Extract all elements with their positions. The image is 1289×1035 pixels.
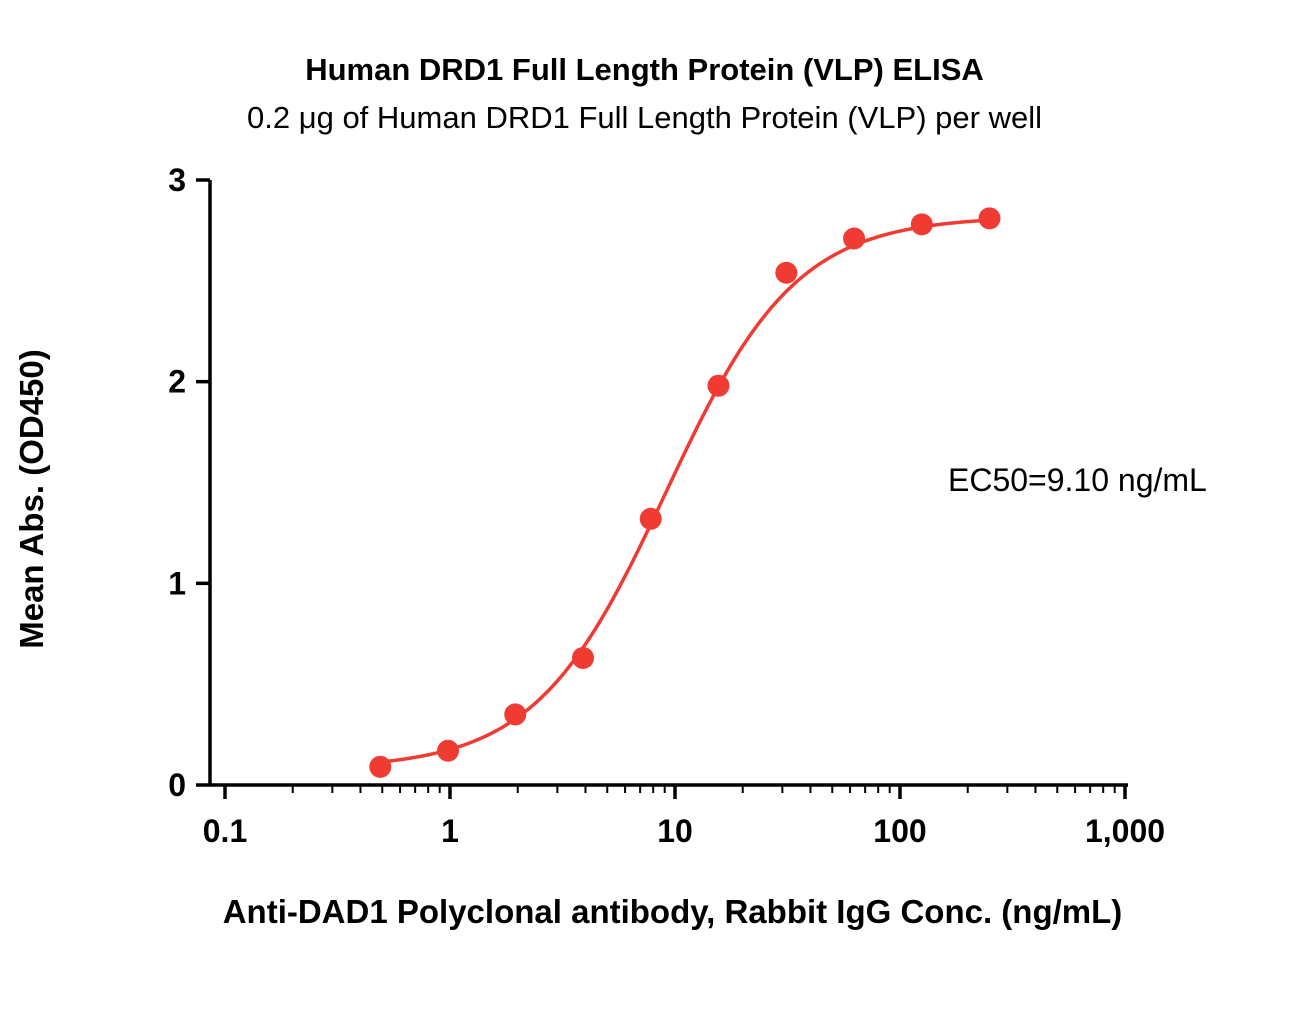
data-point bbox=[639, 507, 662, 530]
x-axis-label: Anti-DAD1 Polyclonal antibody, Rabbit Ig… bbox=[222, 893, 1123, 930]
y-tick-label: 2 bbox=[168, 364, 186, 400]
data-point bbox=[775, 261, 798, 284]
data-point bbox=[437, 739, 460, 762]
data-point bbox=[707, 374, 730, 397]
chart-subtitle: 0.2 μg of Human DRD1 Full Length Protein… bbox=[247, 100, 1042, 135]
data-point bbox=[504, 703, 527, 726]
chart-title: Human DRD1 Full Length Protein (VLP) ELI… bbox=[305, 52, 984, 87]
data-point bbox=[369, 755, 392, 778]
x-tick-label: 0.1 bbox=[203, 813, 247, 849]
x-tick-label: 1,000 bbox=[1085, 813, 1165, 849]
ec50-annotation: EC50=9.10 ng/mL bbox=[948, 462, 1207, 498]
y-tick-label: 3 bbox=[168, 162, 186, 198]
data-point bbox=[843, 227, 866, 250]
x-tick-label: 1 bbox=[441, 813, 459, 849]
data-point bbox=[978, 207, 1001, 230]
fit-curve bbox=[378, 218, 996, 764]
data-point bbox=[910, 213, 933, 236]
y-tick-label: 0 bbox=[168, 767, 186, 803]
x-tick-label: 10 bbox=[657, 813, 693, 849]
x-tick-label: 100 bbox=[873, 813, 926, 849]
data-point bbox=[571, 646, 594, 669]
y-tick-label: 1 bbox=[168, 565, 186, 601]
